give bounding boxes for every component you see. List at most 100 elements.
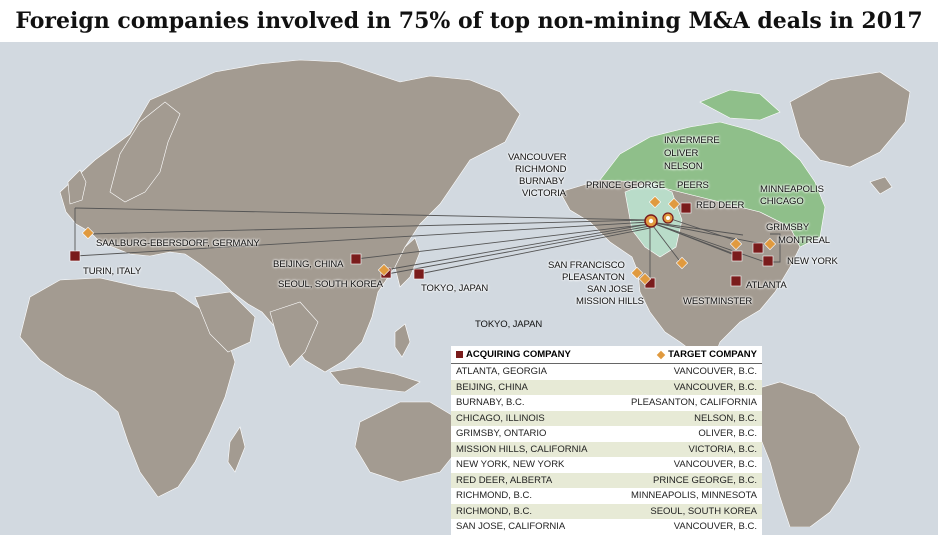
line-seoul-b — [386, 225, 651, 275]
acquiring-cell: ATLANTA, GEORGIA — [456, 366, 547, 378]
region-canada — [599, 121, 826, 248]
target-cell: VANCOUVER, B.C. — [673, 381, 757, 393]
target-marker-montreal — [763, 237, 777, 251]
target-marker-saalburg — [81, 226, 95, 240]
legend-acquiring: ACQUIRING COMPANY — [456, 349, 571, 360]
line-montreal — [667, 217, 741, 243]
acquiring-cell: NEW YORK, NEW YORK — [456, 459, 565, 471]
acquiring-swatch-icon — [456, 350, 463, 358]
line-atlanta — [649, 221, 738, 257]
label-pleasanton: PLEASANTON — [562, 272, 625, 283]
landmass-scandinavia — [109, 101, 181, 203]
line-turin — [74, 221, 651, 257]
target-swatch-icon — [656, 350, 666, 359]
acquiring-cell: BEIJING, CHINA — [456, 381, 528, 393]
label-oliver: OLIVER — [664, 148, 699, 159]
target-marker-invermere — [667, 197, 681, 211]
target-cell: VICTORIA, B.C. — [688, 443, 757, 455]
legend-target: TARGET COMPANY — [656, 349, 757, 360]
acquiring-cell: GRIMSBY, ONTARIO — [456, 428, 547, 440]
target-cell: MINNEAPOLIS, MINNESOTA — [631, 490, 757, 502]
acquiring-cell: RICHMOND, B.C. — [456, 490, 532, 502]
label-minneapolis: MINNEAPOLIS — [760, 184, 824, 195]
label-burnaby: BURNABY — [519, 176, 565, 187]
landmass-uk — [67, 169, 87, 205]
map-canvas — [0, 42, 938, 527]
line-grimsby — [649, 221, 769, 246]
table-row: NEW YORK, NEW YORK VANCOUVER, B.C. — [451, 457, 762, 473]
acquiring-marker-atlanta — [730, 275, 742, 287]
label-seoul: SEOUL, SOUTH KOREA — [278, 279, 383, 290]
target-marker-westminster — [675, 256, 689, 270]
landmass-india — [269, 301, 319, 368]
landmass-africa — [19, 277, 236, 498]
table-row: ATLANTA, GEORGIA VANCOUVER, B.C. — [451, 364, 762, 380]
label-grimsby: GRIMSBY — [766, 222, 810, 233]
landmass-arabia — [194, 291, 256, 353]
acquiring-cell: BURNABY, B.C. — [456, 397, 525, 409]
label-richmond: RICHMOND — [515, 164, 567, 175]
line-saalburg-b — [87, 219, 651, 235]
target-marker-minneapolis — [729, 237, 743, 251]
table-row: RICHMOND, B.C. SEOUL, SOUTH KOREA — [451, 503, 762, 519]
landmass-madagascar — [227, 426, 246, 473]
region-arctic-islands — [699, 89, 781, 121]
label-beijing: BEIJING, CHINA — [273, 259, 344, 270]
target-cell: VANCOUVER, B.C. — [673, 459, 757, 471]
label-montreal: MONTREAL — [778, 235, 830, 246]
continents — [19, 59, 911, 527]
target-markers — [81, 195, 777, 286]
target-marker-seoul — [377, 263, 391, 277]
target-cell: VANCOUVER, B.C. — [673, 366, 757, 378]
label-tokyo-extra: TOKYO, JAPAN — [475, 319, 543, 330]
acquiring-cell: RED DEER, ALBERTA — [456, 474, 553, 486]
label-san-francisco: SAN FRANCISCO — [548, 260, 625, 271]
line-seoul-a — [384, 223, 651, 271]
table-body: ATLANTA, GEORGIA VANCOUVER, B.C. BEIJING, … — [451, 364, 762, 535]
label-atlanta: ATLANTA — [746, 280, 787, 291]
label-red-deer: RED DEER — [696, 200, 745, 211]
table-header: ACQUIRING COMPANY TARGET COMPANY — [451, 346, 762, 364]
line-minneapolis — [649, 221, 744, 236]
landmass-iceland — [869, 176, 893, 195]
acquiring-cell: MISSION HILLS, CALIFORNIA — [456, 443, 588, 455]
acquiring-marker-red-deer — [680, 202, 692, 214]
label-invermere: INVERMERE — [664, 135, 720, 146]
table-row: RICHMOND, B.C. MINNEAPOLIS, MINNESOTA — [451, 488, 762, 504]
landmass-philippines — [394, 323, 411, 358]
acquiring-marker-tokyo — [413, 268, 425, 280]
label-tokyo: TOKYO, JAPAN — [421, 283, 489, 294]
table-row: MISSION HILLS, CALIFORNIA VICTORIA, B.C. — [451, 441, 762, 457]
acquiring-marker-beijing — [350, 253, 362, 265]
deals-table: ACQUIRING COMPANY TARGET COMPANY ATLANTA… — [451, 346, 762, 535]
target-marker-san-francisco — [630, 266, 644, 280]
acquiring-marker-grimsby — [752, 242, 764, 254]
deal-lines — [74, 207, 781, 282]
acquiring-cell: RICHMOND, B.C. — [456, 505, 532, 517]
line-bracket — [770, 233, 781, 263]
table-row: RED DEER, ALBERTA PRINCE GEORGE, B.C. — [451, 472, 762, 488]
acquiring-marker-chicago — [731, 250, 743, 262]
label-new-york: NEW YORK — [787, 256, 838, 267]
landmass-eurasia — [59, 59, 521, 373]
label-vancouver: VANCOUVER — [508, 152, 567, 163]
landmass-indonesia — [329, 366, 421, 393]
acquiring-marker-turin — [69, 250, 81, 262]
table-row: BURNABY, B.C. PLEASANTON, CALIFORNIA — [451, 395, 762, 411]
acquiring-markers — [69, 202, 774, 289]
vancouver-cluster-marker — [644, 212, 674, 228]
target-cell: SEOUL, SOUTH KOREA — [650, 505, 757, 517]
line-beijing — [355, 223, 651, 260]
table-row: CHICAGO, ILLINOIS NELSON, B.C. — [451, 410, 762, 426]
target-cell: PRINCE GEORGE, B.C. — [653, 474, 757, 486]
table-row: GRIMSBY, ONTARIO OLIVER, B.C. — [451, 426, 762, 442]
target-cell: OLIVER, B.C. — [698, 428, 757, 440]
target-cell: NELSON, B.C. — [694, 412, 757, 424]
label-westminster: WESTMINSTER — [683, 296, 753, 307]
landmass-australia — [354, 401, 461, 483]
landmass-greenland — [789, 71, 911, 168]
label-chicago: CHICAGO — [760, 196, 804, 207]
label-turin: TURIN, ITALY — [83, 266, 142, 277]
table-row: BEIJING, CHINA VANCOUVER, B.C. — [451, 379, 762, 395]
world-map: VANCOUVER RICHMOND BURNABY VICTORIA INVE… — [0, 42, 938, 527]
